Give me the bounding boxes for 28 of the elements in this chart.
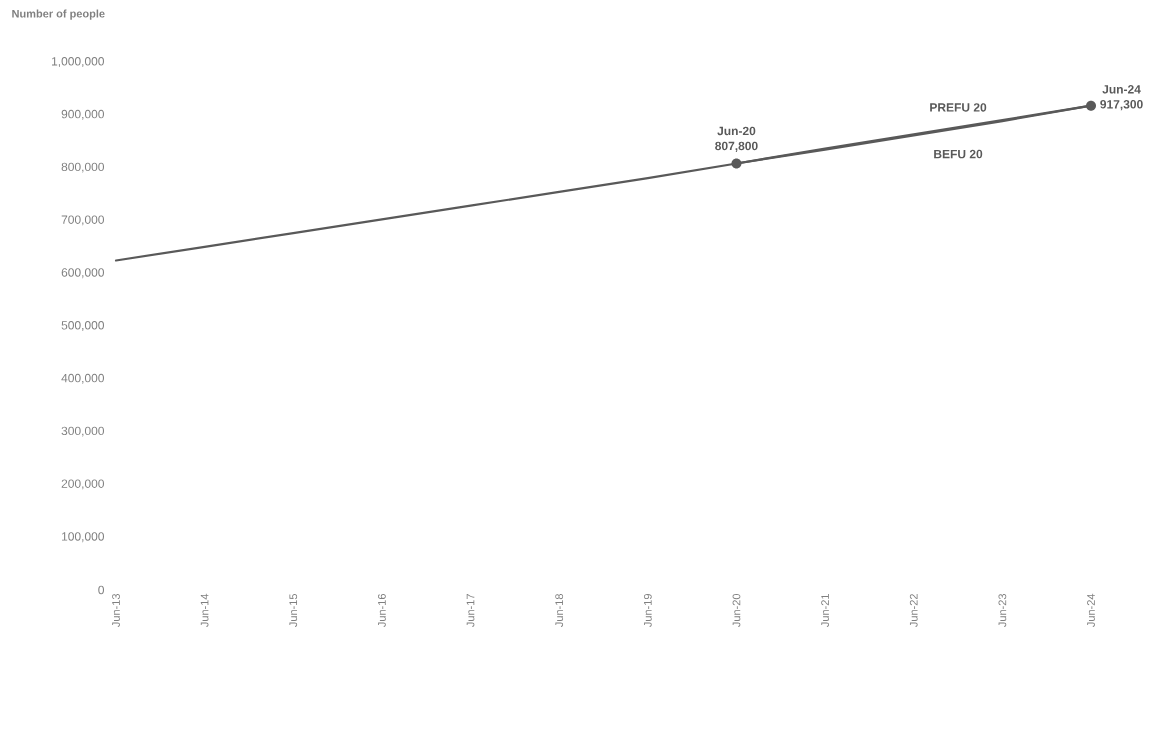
y-tick-label: 100,000 (62, 532, 105, 543)
x-tick-label: Jun-17 (466, 594, 475, 627)
y-tick-label: 700,000 (61, 215, 105, 226)
x-tick-label: Jun-15 (289, 594, 298, 627)
x-tick-label: Jun-21 (821, 594, 829, 627)
y-tick-label: 300,000 (61, 426, 105, 437)
y-tick-label: 200,000 (61, 479, 105, 490)
y-tick-label: 900,000 (61, 109, 105, 120)
x-tick-label: Jun-14 (200, 593, 209, 627)
y-tick-label: 600,000 (61, 268, 105, 279)
y-tick-label: 500,000 (61, 321, 105, 331)
x-tick-label: Jun-19 (643, 594, 652, 627)
annotation: Jun-24 917,300 (1100, 85, 1143, 111)
series-label: BEFU 20 (934, 149, 983, 159)
x-tick-label: Jun-22 (909, 594, 918, 627)
x-tick-label: Jun-23 (998, 594, 1007, 627)
x-tick-label: Jun-16 (378, 594, 386, 627)
y-axis-title: Number of people (12, 9, 105, 20)
x-tick-label: Jun-18 (555, 594, 564, 627)
x-tick-label: Jun-24 (1087, 593, 1095, 627)
y-tick-label: 0 (98, 585, 105, 595)
y-tick-label: 800,000 (61, 162, 105, 173)
y-tick-label: 400,000 (61, 373, 105, 384)
x-tick-label: Jun-20 (732, 593, 741, 627)
y-tick-label: 1,000,000 (52, 57, 105, 67)
annotation: Jun-20 807,800 (715, 126, 758, 152)
x-tick-label: Jun-13 (112, 594, 120, 627)
series-label: PREFU 20 (930, 103, 987, 112)
